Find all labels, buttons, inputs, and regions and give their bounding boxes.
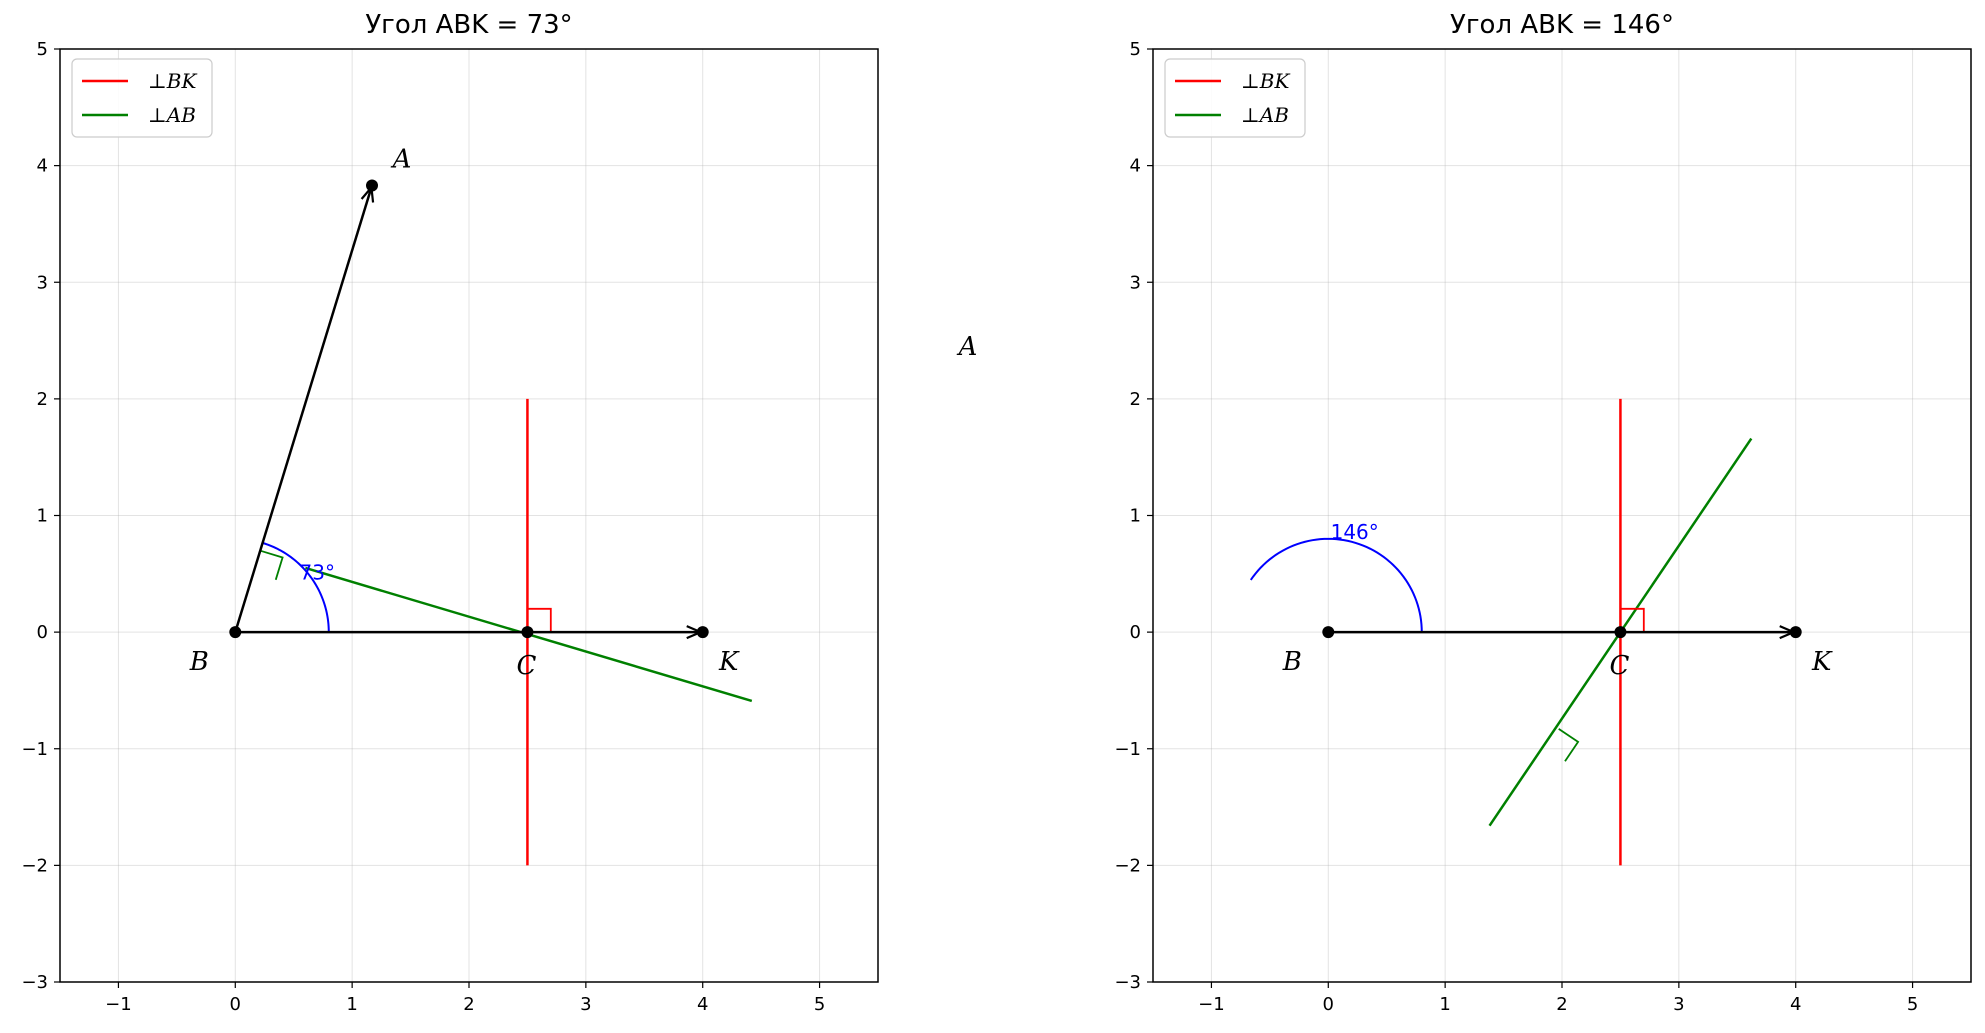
point-label-C: C [1609,651,1629,681]
y-tick-label: −2 [1114,855,1141,876]
right-angle-marker [1558,728,1580,762]
point-C [521,626,534,639]
point-label-K: K [718,647,740,677]
point-K [696,626,709,639]
y-tick-label: −1 [21,739,48,760]
chart-title: Угол ABK = 146° [1450,10,1674,40]
chart-panel-1: Угол ABK = 73° −1 0 1 2 3 4 5 −3 −2 −1 0 1 2 3 4 5 73° A B K… [21,10,879,1015]
x-tick-label: 4 [697,994,708,1015]
legend: ⊥BK ⊥AB [1164,58,1306,138]
x-tick-label: 2 [1556,994,1567,1015]
point-label-C: C [516,651,536,681]
plot-area: 73° A B K C [189,144,753,866]
y-tick-label: 3 [37,272,48,293]
point-label-B: B [189,647,209,677]
x-tick-label: 1 [1439,994,1450,1015]
y-tick-label: 4 [37,156,48,177]
chart-panel-2: Угол ABK = 146° −1 0 1 2 3 4 5 −3 −2 −1 0 1 2 3 4 5 146° B… [1114,10,1972,1015]
point-A [366,179,379,192]
y-tick-label: 1 [37,506,48,527]
y-tick-label: 3 [1130,272,1141,293]
y-tick-label: −3 [1114,972,1141,993]
y-tick-label: 0 [37,622,48,643]
point-B [229,626,242,639]
x-tick-label: 5 [1907,994,1918,1015]
angle-label: 73° [300,561,335,585]
y-tick-label: −3 [21,972,48,993]
angle-label: 146° [1331,520,1379,544]
legend-box [1164,58,1306,138]
angle-arc [1249,537,1423,633]
right-angle-marker [259,549,284,581]
y-tick-label: 5 [37,39,48,60]
plot-area: 146° B K C [1249,398,1833,866]
axes-frame [59,48,879,983]
y-tick-label: −1 [1114,739,1141,760]
legend-label: ⊥BK [1241,69,1291,93]
y-tick-label: 0 [1130,622,1141,643]
x-tick-label: −1 [105,994,132,1015]
legend-box [71,58,213,138]
x-tick-label: 3 [1673,994,1684,1015]
legend-label: ⊥AB [1241,103,1289,127]
legend-label: ⊥AB [148,103,196,127]
point-C [1614,626,1627,639]
y-tick-label: 5 [1130,39,1141,60]
point-K [1789,626,1802,639]
point-label-A: A [391,144,412,174]
angle-arc [262,541,330,633]
point-label-K: K [1811,647,1833,677]
legend: ⊥BK ⊥AB [71,58,213,138]
x-tick-label: −1 [1198,994,1225,1015]
chart-title: Угол ABK = 73° [365,10,572,40]
x-tick-label: 4 [1790,994,1801,1015]
point-label-B: B [1282,647,1302,677]
stray-point-label: A [957,332,978,362]
right-angle-marker [527,607,552,633]
x-tick-label: 1 [346,994,357,1015]
y-tick-label: 2 [37,389,48,410]
legend-label: ⊥BK [148,69,198,93]
x-tick-label: 5 [814,994,825,1015]
x-tick-label: 2 [463,994,474,1015]
axes-frame [1152,48,1972,983]
y-tick-label: 1 [1130,506,1141,527]
point-B [1322,626,1335,639]
y-tick-label: 4 [1130,156,1141,177]
ray-BA [234,185,374,633]
x-tick-label: 0 [230,994,241,1015]
y-tick-label: −2 [21,855,48,876]
x-tick-label: 0 [1323,994,1334,1015]
right-angle-marker [1620,607,1645,633]
y-tick-label: 2 [1130,389,1141,410]
x-tick-label: 3 [580,994,591,1015]
